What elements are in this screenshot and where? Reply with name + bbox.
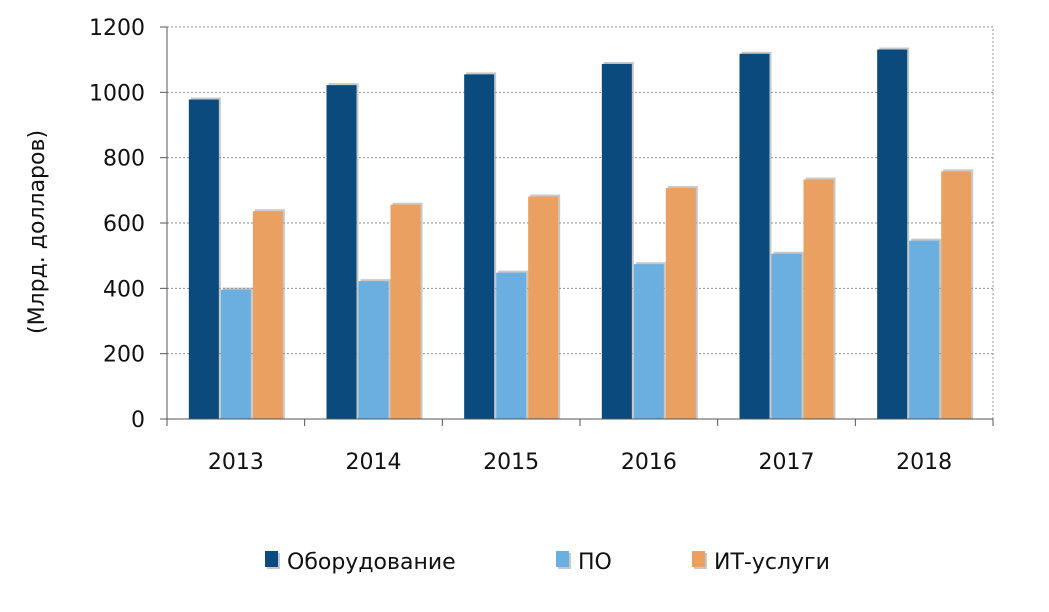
bar-ПО — [358, 281, 389, 419]
legend-label: ПО — [578, 550, 612, 575]
bar-Оборудование — [601, 63, 632, 420]
bar-ИТ-услуги — [803, 179, 834, 419]
x-tick-label: 2016 — [621, 450, 677, 475]
bar-ИТ-услуги — [390, 204, 421, 419]
bar-ПО — [220, 289, 251, 419]
y-tick-label: 200 — [103, 343, 145, 368]
legend-swatch — [692, 551, 705, 567]
bar-ПО — [909, 240, 940, 419]
bar-ИТ-услуги — [528, 196, 559, 419]
legend-swatch — [556, 551, 569, 567]
x-tick-label: 2018 — [896, 450, 952, 475]
legend-label: ИТ-услуги — [714, 550, 830, 575]
y-tick-label: 1000 — [89, 81, 145, 106]
bar-Оборудование — [464, 74, 495, 419]
x-tick-label: 2014 — [346, 450, 402, 475]
axes: 0 200 400 600 800 1000 1200 2013 2014 2015 2016 201… — [89, 16, 994, 475]
y-tick-label: 1200 — [89, 16, 145, 41]
legend-label: Оборудование — [287, 550, 456, 575]
bar-Оборудование — [188, 99, 219, 420]
y-tick-label: 600 — [103, 212, 145, 237]
y-tick-label: 0 — [131, 408, 145, 433]
x-tick-label: 2017 — [759, 450, 815, 475]
bar-Оборудование — [877, 49, 908, 419]
bar-ИТ-услуги — [252, 211, 283, 419]
bar-ИТ-услуги — [665, 188, 696, 419]
bar-ПО — [633, 264, 664, 419]
y-axis-title: (Млрд. долларов) — [25, 130, 50, 334]
x-tick-label: 2013 — [208, 450, 264, 475]
legend: Оборудование ПО ИТ-услуги — [265, 550, 830, 575]
grid-lines — [166, 26, 994, 420]
bar-ПО — [496, 272, 527, 419]
y-tick-label: 400 — [103, 277, 145, 302]
y-tick-label: 800 — [103, 147, 145, 172]
bars — [188, 47, 974, 420]
legend-swatch — [265, 551, 278, 567]
x-tick-label: 2015 — [483, 450, 539, 475]
bar-ПО — [771, 253, 802, 419]
bar-Оборудование — [326, 85, 357, 419]
bar-ИТ-услуги — [941, 171, 972, 419]
bar-Оборудование — [739, 53, 770, 419]
